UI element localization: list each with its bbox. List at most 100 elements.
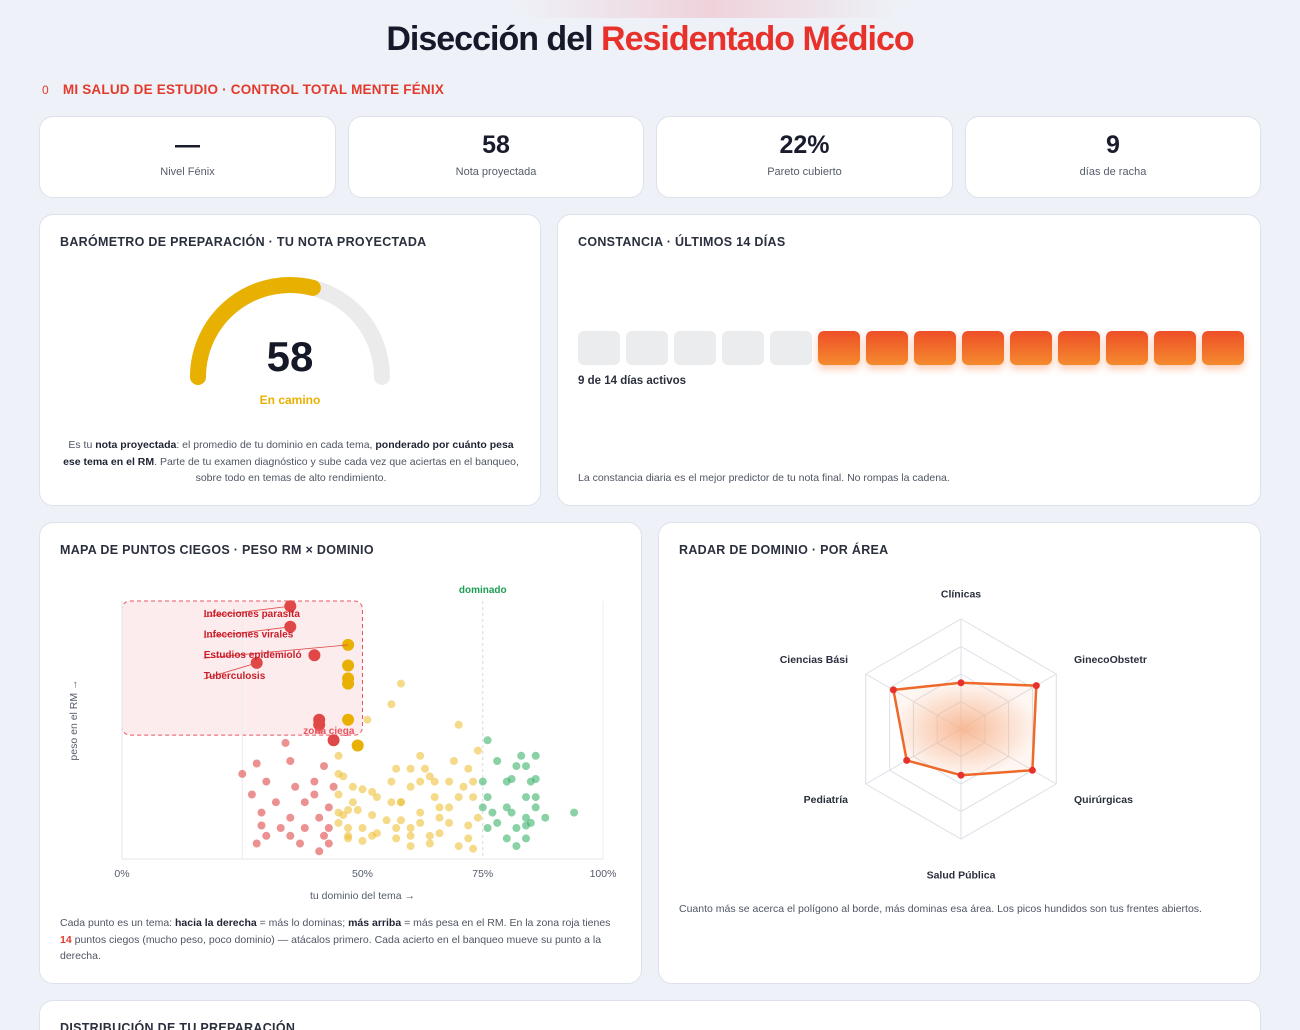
streak-day-active xyxy=(914,331,956,365)
blind-spot-point xyxy=(342,659,355,672)
data-point xyxy=(469,793,478,802)
barometer-description: Es tu nota proyectada: el promedio de tu… xyxy=(63,439,519,484)
stat-value: 22% xyxy=(779,131,830,159)
annotation-leader xyxy=(203,662,257,680)
page-title: Disección del Residentado Médico xyxy=(386,20,915,58)
streak-day-active xyxy=(1154,331,1196,365)
data-point xyxy=(435,813,444,822)
data-point xyxy=(430,777,439,786)
data-point xyxy=(421,764,429,773)
data-point xyxy=(320,762,328,771)
data-point xyxy=(271,798,280,807)
distribution-card: DISTRIBUCIÓN DE TU PREPARACIÓN xyxy=(39,1000,1261,1030)
data-point xyxy=(522,762,530,771)
data-point xyxy=(310,790,319,799)
data-point xyxy=(252,839,261,848)
data-point xyxy=(291,782,300,791)
data-point xyxy=(300,798,309,807)
data-point xyxy=(464,764,473,773)
radar-point xyxy=(903,756,911,764)
data-point xyxy=(502,834,511,843)
streak-day-inactive xyxy=(674,331,716,365)
streak-day-inactive xyxy=(578,331,620,365)
streak-day-inactive xyxy=(722,331,764,365)
stat-card-nivel: — Nivel Fénix xyxy=(39,116,336,198)
data-point xyxy=(247,790,256,799)
data-point xyxy=(454,793,463,802)
radar-polygon xyxy=(892,681,1038,777)
data-point xyxy=(358,785,367,794)
data-point xyxy=(334,818,343,827)
data-point xyxy=(296,839,304,848)
blind-spot-point xyxy=(342,713,355,726)
data-point xyxy=(344,834,353,843)
zone-label: zona ciega xyxy=(303,726,355,737)
radar-point xyxy=(957,771,965,779)
radar-axis-label: Clínicas xyxy=(941,588,981,600)
data-point xyxy=(339,772,348,781)
data-point xyxy=(286,831,295,840)
data-point xyxy=(406,824,415,832)
top-glow xyxy=(520,0,900,18)
data-point xyxy=(252,759,261,768)
data-point xyxy=(493,757,502,765)
page-title-accent: Residentado Médico xyxy=(601,20,915,58)
data-point xyxy=(570,808,579,817)
data-point xyxy=(392,764,401,773)
radar-axis-label: Quirúrgicas xyxy=(1074,794,1133,806)
data-point xyxy=(483,793,492,802)
active-days-count: 9 de 14 días activos xyxy=(578,375,687,387)
streak-day-active xyxy=(866,331,908,365)
streak-day-inactive xyxy=(626,331,668,365)
radar-axis-label: GinecoObstetr xyxy=(1074,654,1147,666)
radar-axis-label: Salud Pública xyxy=(927,870,996,882)
annotation-leader xyxy=(203,644,349,659)
x-axis-label: tu dominio del tema → xyxy=(310,890,415,902)
data-point xyxy=(541,813,550,822)
blind-spot-point xyxy=(313,718,326,731)
data-point xyxy=(435,829,444,838)
x-tick-label: 0% xyxy=(114,868,129,880)
data-point xyxy=(358,824,367,832)
radar-card: RADAR DE DOMINIO · POR ÁREA Clínicas Gine… xyxy=(658,522,1261,984)
data-point xyxy=(368,831,377,840)
data-point xyxy=(416,808,425,817)
data-point xyxy=(324,803,333,812)
section-header: 0 MI SALUD DE ESTUDIO · CONTROL TOTAL MEN… xyxy=(42,82,444,97)
stat-label: Nota proyectada xyxy=(455,166,537,178)
blindspots-description: Cada punto es un tema: hacia la derecha … xyxy=(60,917,611,962)
data-point xyxy=(478,803,487,812)
data-point xyxy=(406,842,415,851)
data-point xyxy=(392,834,401,843)
streak-day-active xyxy=(1058,331,1100,365)
data-point xyxy=(286,813,295,822)
radar-axis-label: Ciencias Bási xyxy=(780,654,848,666)
data-point xyxy=(324,824,333,832)
annotation-label: Infecciones parasita xyxy=(204,609,301,620)
annotation-leader xyxy=(203,605,291,618)
data-point xyxy=(493,818,502,827)
blindspots-scatter: dominado 0% 50% 75% 100% tu dominio del tema … xyxy=(68,585,616,902)
data-point xyxy=(464,834,473,843)
data-point xyxy=(397,679,405,688)
data-point xyxy=(430,793,439,802)
radar-axis-label: Pediatría xyxy=(804,794,849,806)
data-point xyxy=(512,842,521,851)
gauge-fill xyxy=(190,277,321,385)
stat-label: Pareto cubierto xyxy=(767,166,842,178)
constancy-card: CONSTANCIA · ÚLTIMOS 14 DÍAS 9 de 14 día… xyxy=(557,214,1261,506)
data-point xyxy=(334,808,343,817)
data-point xyxy=(445,777,454,786)
data-point xyxy=(406,782,415,791)
data-point xyxy=(358,836,367,845)
barometer-title: BARÓMETRO DE PREPARACIÓN · TU NOTA PROYE… xyxy=(60,235,427,249)
constancy-title: CONSTANCIA · ÚLTIMOS 14 DÍAS xyxy=(578,235,786,249)
data-point xyxy=(368,811,377,820)
blind-spot-point xyxy=(351,739,364,752)
data-point xyxy=(473,746,482,755)
data-point xyxy=(512,762,521,771)
data-point xyxy=(473,813,482,822)
data-point xyxy=(445,818,454,827)
data-point xyxy=(531,751,540,760)
stat-value: 58 xyxy=(482,131,510,159)
